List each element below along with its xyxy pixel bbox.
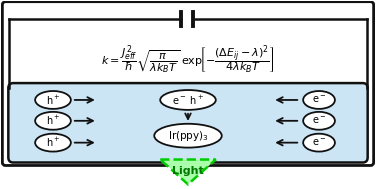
Ellipse shape [35,112,71,130]
Ellipse shape [303,134,335,152]
FancyBboxPatch shape [8,83,368,163]
Text: e$^-$: e$^-$ [312,115,326,126]
Text: e$^-$: e$^-$ [312,137,326,148]
Text: Ir(ppy)$_3$: Ir(ppy)$_3$ [168,129,208,143]
Ellipse shape [303,112,335,130]
Text: h$^+$: h$^+$ [46,93,60,107]
Text: e$^-$ h$^+$: e$^-$ h$^+$ [172,93,204,107]
Ellipse shape [303,91,335,109]
Ellipse shape [154,124,222,148]
Ellipse shape [35,134,71,152]
FancyBboxPatch shape [2,2,374,166]
Polygon shape [160,160,216,184]
Text: h$^+$: h$^+$ [46,114,60,127]
Ellipse shape [160,90,216,110]
Ellipse shape [35,91,71,109]
Text: h$^+$: h$^+$ [46,136,60,149]
Text: $k = \dfrac{J_{\mathit{eff}}^{\,2}}{\hbar}\sqrt{\dfrac{\pi}{\lambda k_B T}}\;\ma: $k = \dfrac{J_{\mathit{eff}}^{\,2}}{\hba… [101,43,275,77]
Text: Light: Light [172,166,204,176]
Text: e$^-$: e$^-$ [312,94,326,105]
